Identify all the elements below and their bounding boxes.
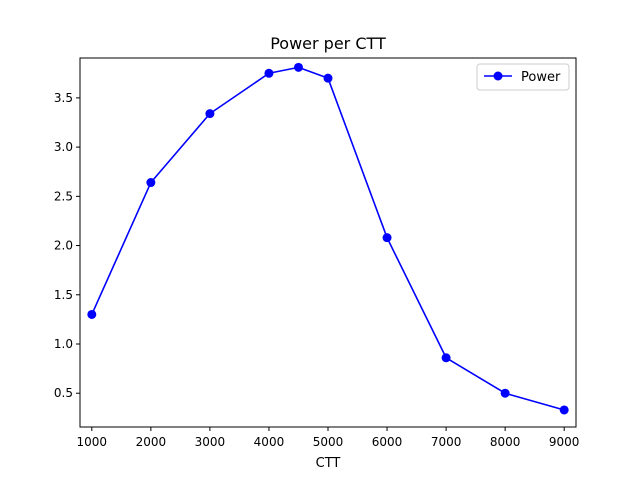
data-point bbox=[559, 405, 569, 415]
x-axis-ticks: 1000 2000 3000 4000 5000 6000 7000 8000 9000 bbox=[77, 427, 580, 449]
x-tick-label: 4000 bbox=[254, 435, 285, 449]
y-tick-label: 0.5 bbox=[54, 386, 73, 400]
y-tick-label: 3.0 bbox=[54, 140, 73, 154]
y-tick-label: 1.5 bbox=[54, 288, 73, 302]
y-tick-label: 3.5 bbox=[54, 91, 73, 105]
x-tick-label: 1000 bbox=[77, 435, 108, 449]
data-point bbox=[323, 73, 333, 83]
x-tick-label: 3000 bbox=[195, 435, 226, 449]
data-point bbox=[205, 109, 215, 119]
y-tick-label: 2.0 bbox=[54, 239, 73, 253]
y-axis-ticks: 0.5 1.0 1.5 2.0 2.5 3.0 3.5 bbox=[54, 91, 80, 400]
legend-marker-swatch bbox=[493, 71, 503, 81]
x-axis-title: CTT bbox=[316, 456, 341, 471]
x-tick-label: 7000 bbox=[431, 435, 462, 449]
data-point bbox=[87, 309, 97, 319]
x-tick-label: 9000 bbox=[549, 435, 580, 449]
data-point bbox=[382, 233, 392, 243]
legend-box bbox=[476, 63, 570, 91]
chart-title: Power per CTT bbox=[270, 34, 386, 53]
data-point bbox=[146, 178, 156, 188]
y-tick-label: 1.0 bbox=[54, 337, 73, 351]
series-layer bbox=[87, 62, 569, 415]
data-point bbox=[441, 353, 451, 363]
data-point bbox=[264, 68, 274, 78]
x-tick-label: 5000 bbox=[313, 435, 344, 449]
series-line-power bbox=[91, 66, 565, 411]
x-tick-label: 6000 bbox=[372, 435, 403, 449]
data-point bbox=[500, 388, 510, 398]
plot-frame bbox=[79, 57, 577, 428]
y-tick-label: 2.5 bbox=[54, 189, 73, 203]
x-tick-label: 2000 bbox=[136, 435, 167, 449]
data-point bbox=[293, 62, 303, 72]
legend-label-power: Power bbox=[521, 70, 561, 85]
x-tick-label: 8000 bbox=[490, 435, 521, 449]
legend: Power bbox=[476, 63, 570, 91]
